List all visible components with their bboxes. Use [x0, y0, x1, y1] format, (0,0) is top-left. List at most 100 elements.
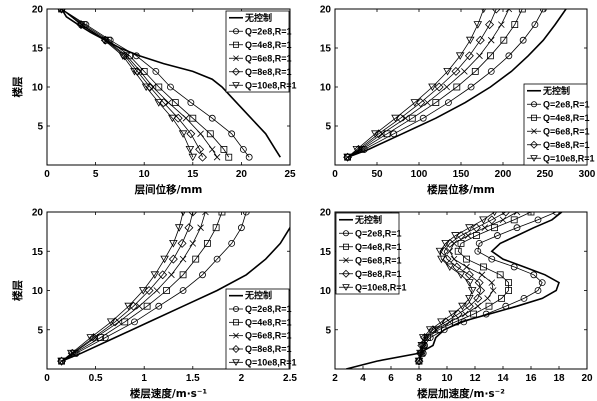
- data-point: [173, 113, 183, 123]
- y-tick-label: 20: [320, 5, 332, 16]
- data-point: [437, 318, 446, 327]
- x-tick-label: 10: [139, 169, 151, 180]
- data-point: [76, 21, 86, 29]
- x-tick-label: 0: [332, 169, 338, 180]
- legend-label: Q=6e8,R=1: [543, 126, 590, 136]
- data-point: [538, 279, 546, 287]
- data-point: [439, 246, 449, 256]
- data-point: [186, 129, 196, 139]
- y-tick-label: 15: [320, 44, 332, 55]
- data-point: [137, 68, 144, 75]
- x-tick-label: 18: [553, 373, 565, 384]
- data-point: [118, 52, 128, 60]
- x-tick-label: 0: [44, 169, 50, 180]
- data-point: [212, 224, 220, 232]
- data-point: [486, 52, 494, 60]
- data-point: [488, 255, 496, 263]
- data-point: [464, 51, 474, 61]
- x-tick-label: 4: [360, 373, 366, 384]
- series-line-4: [347, 9, 497, 158]
- data-point: [505, 279, 513, 287]
- data-point: [441, 240, 450, 248]
- data-point: [474, 302, 482, 310]
- legend-marker: [232, 28, 239, 35]
- data-point: [202, 212, 209, 216]
- series-group: [57, 212, 290, 366]
- series-line-0: [60, 9, 281, 158]
- data-point: [487, 68, 495, 75]
- data-point: [530, 271, 538, 279]
- legend-marker: [343, 257, 349, 264]
- data-point: [443, 68, 452, 76]
- data-point: [179, 255, 187, 263]
- legend-marker: [232, 82, 240, 89]
- data-point: [527, 212, 535, 216]
- data-point: [475, 239, 483, 247]
- series-line-2: [347, 9, 523, 158]
- x-tick-label: 1.5: [186, 373, 200, 384]
- legend-label: 无控制: [244, 290, 272, 301]
- data-point: [534, 216, 542, 224]
- legend-marker: [530, 155, 538, 162]
- data-point: [131, 318, 138, 326]
- data-point: [228, 130, 236, 138]
- data-point: [182, 114, 190, 122]
- data-point: [531, 21, 539, 29]
- data-point: [488, 279, 496, 286]
- data-point: [416, 98, 426, 108]
- data-point: [155, 302, 163, 310]
- data-point: [86, 334, 96, 342]
- data-point: [479, 263, 487, 271]
- data-point: [448, 310, 457, 319]
- series-line-0: [61, 225, 290, 362]
- data-point: [485, 20, 495, 30]
- series-line-0: [347, 9, 567, 158]
- data-point: [456, 271, 466, 279]
- data-point: [242, 212, 250, 216]
- data-point: [552, 212, 560, 216]
- y-tick-label: 10: [320, 286, 332, 297]
- legend-marker: [233, 332, 239, 339]
- y-tick-label: 20: [32, 208, 44, 219]
- legend-label: 无控制: [542, 85, 570, 96]
- data-point: [510, 263, 518, 271]
- data-point: [356, 146, 364, 153]
- data-point: [188, 153, 198, 162]
- data-point: [435, 247, 445, 256]
- data-point: [473, 293, 483, 303]
- data-point: [460, 318, 468, 326]
- series-line-1: [61, 9, 250, 158]
- y-tick-label: 5: [325, 325, 331, 336]
- data-point: [500, 36, 508, 44]
- series-line-5: [347, 9, 485, 158]
- data-point: [496, 271, 504, 279]
- data-point: [169, 240, 178, 248]
- data-point: [481, 224, 489, 231]
- data-point: [154, 99, 164, 107]
- data-point: [203, 239, 211, 247]
- series-group: [57, 9, 281, 162]
- data-point: [143, 302, 151, 310]
- x-tick-label: 2: [332, 373, 338, 384]
- data-point: [418, 334, 428, 342]
- legend-label: Q=4e8,R=1: [245, 317, 292, 327]
- data-point: [498, 21, 505, 28]
- legend-marker: [531, 114, 538, 121]
- x-tick-label: 200: [495, 169, 512, 180]
- data-point: [472, 232, 480, 239]
- data-point: [451, 66, 461, 76]
- legend-marker: [232, 319, 239, 326]
- data-point: [498, 294, 506, 302]
- legend-marker: [342, 269, 350, 278]
- x-tick-label: 250: [537, 169, 554, 180]
- legend-marker: [232, 67, 240, 76]
- data-point: [451, 232, 460, 240]
- data-point: [434, 82, 444, 92]
- data-point: [482, 310, 490, 318]
- x-tick-label: 2.5: [283, 373, 297, 384]
- legend: 无控制 Q=2e8,R=1 Q=4e8,R=1 Q=6e8,R=1 Q=8e8,R=1 Q…: [523, 83, 595, 166]
- data-point: [67, 348, 77, 358]
- legend-label: Q=2e8,R=1: [245, 304, 292, 314]
- data-point: [416, 349, 425, 358]
